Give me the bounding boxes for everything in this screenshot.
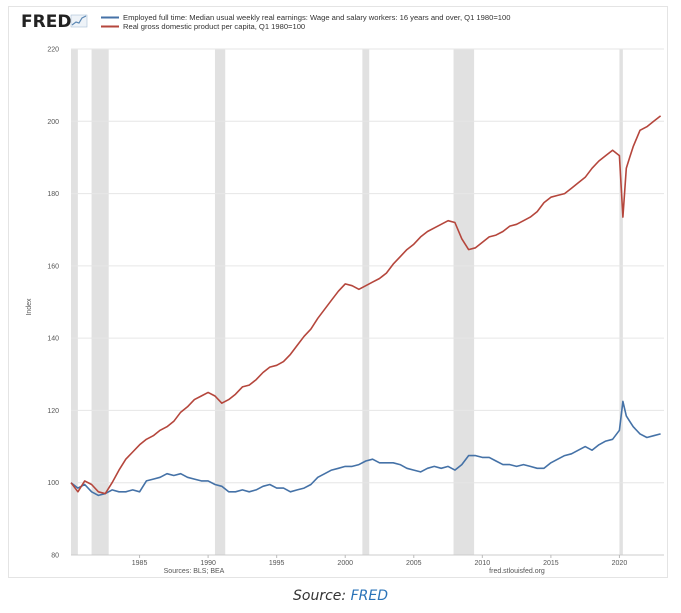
recession-band-5 xyxy=(619,49,623,555)
y-tick-label-3: 140 xyxy=(47,336,59,343)
chart-figure: FRED Employed full time: Median usual we… xyxy=(8,6,668,578)
x-tick-label-4: 2005 xyxy=(406,560,422,567)
x-tick-label-6: 2015 xyxy=(543,560,559,567)
legend-label-1: Real gross domestic product per capita, … xyxy=(123,22,305,31)
fred-logo-graph-icon xyxy=(70,14,88,28)
recession-band-2 xyxy=(214,49,226,555)
x-tick-label-2: 1995 xyxy=(269,560,285,567)
x-tick-label-7: 2020 xyxy=(612,560,628,567)
y-axis-ticks: 80 100 120 140 160 180 200 220 xyxy=(47,47,59,560)
recession-band-1 xyxy=(91,49,109,555)
source-note-right: fred.stlouisfed.org xyxy=(489,568,545,575)
fred-logo: FRED xyxy=(21,12,88,32)
caption: Source: FRED xyxy=(0,588,681,604)
legend-label-0: Employed full time: Median usual weekly … xyxy=(123,13,510,22)
recession-band-0 xyxy=(71,49,78,555)
caption-source-link[interactable]: FRED xyxy=(350,588,388,604)
chart-svg: FRED Employed full time: Median usual we… xyxy=(21,12,664,575)
x-tick-label-3: 2000 xyxy=(337,560,353,567)
y-tick-label-5: 180 xyxy=(47,191,59,198)
source-note-left: Sources: BLS; BEA xyxy=(164,568,225,575)
x-tick-label-0: 1985 xyxy=(132,560,148,567)
recession-band-4 xyxy=(453,49,475,555)
x-axis-ticks: 1985 1990 1995 2000 2005 2010 2015 2020 xyxy=(71,554,664,567)
x-tick-label-1: 1990 xyxy=(200,560,216,567)
y-tick-label-6: 200 xyxy=(47,119,59,126)
recession-bands xyxy=(71,49,623,555)
series-line-0 xyxy=(70,400,661,497)
x-tick-label-5: 2010 xyxy=(475,560,491,567)
y-tick-label-0: 80 xyxy=(51,553,59,560)
series-lines xyxy=(70,115,662,497)
y-tick-label-4: 160 xyxy=(47,263,59,270)
y-axis-label: Index xyxy=(26,298,33,316)
caption-prefix: Source: xyxy=(293,588,351,604)
y-tick-label-1: 100 xyxy=(47,480,59,487)
series-line-1 xyxy=(70,115,662,495)
fred-logo-text: FRED xyxy=(21,12,71,32)
recession-band-3 xyxy=(362,49,370,555)
legend: Employed full time: Median usual weekly … xyxy=(101,13,510,31)
y-tick-label-7: 220 xyxy=(47,47,59,54)
y-tick-label-2: 120 xyxy=(47,408,59,415)
